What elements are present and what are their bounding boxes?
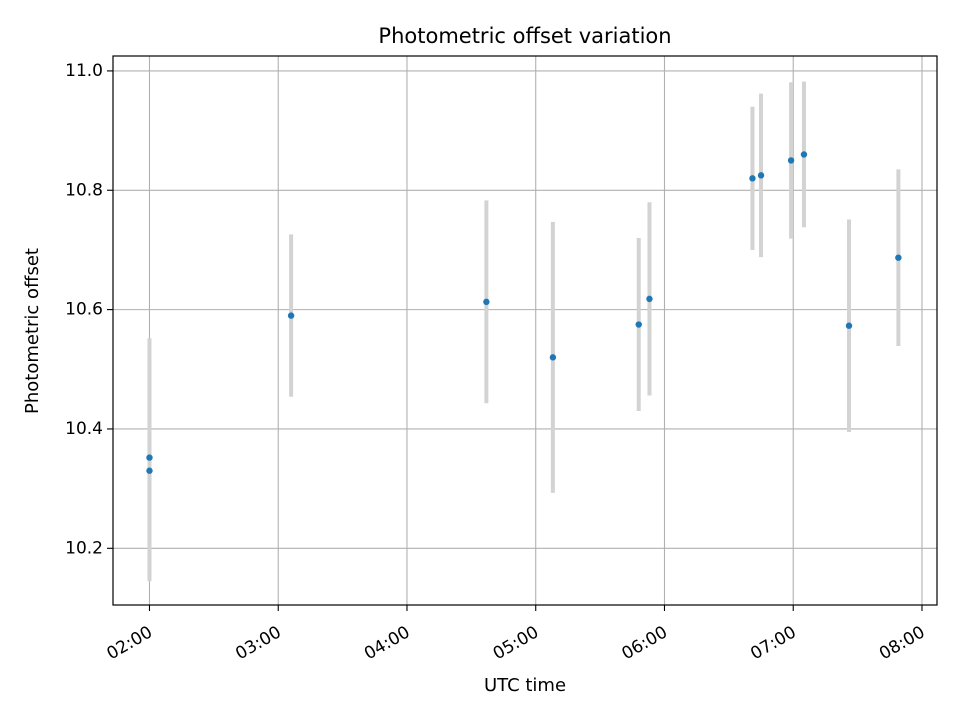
data-point <box>549 354 557 361</box>
data-points <box>146 151 902 474</box>
y-axis-title: Photometric offset <box>22 248 43 414</box>
y-tick-label: 10.8 <box>65 180 103 200</box>
x-tick-label: 08:00 <box>876 622 928 664</box>
plot-frame <box>112 55 938 606</box>
x-tick-label: 06:00 <box>619 622 671 664</box>
data-point <box>757 172 765 179</box>
axis-ticks: 02:00 03:00 04:00 05:00 06:00 07:00 08:00 10.2 1… <box>65 61 928 664</box>
data-point <box>749 175 756 182</box>
y-tick-label: 10.2 <box>65 538 103 558</box>
x-tick-label: 04:00 <box>361 622 413 664</box>
y-tick-label: 10.4 <box>65 419 103 439</box>
x-tick-label: 02:00 <box>104 622 156 664</box>
y-tick-label: 10.6 <box>65 300 103 320</box>
grid <box>113 56 937 605</box>
data-point <box>646 295 653 303</box>
x-tick-label: 07:00 <box>747 622 799 664</box>
data-point <box>787 157 795 164</box>
x-tick-label: 03:00 <box>232 622 284 664</box>
x-tick-label: 05:00 <box>490 622 542 664</box>
data-point <box>895 254 902 261</box>
data-point <box>845 322 853 329</box>
x-axis-title: UTC time <box>484 675 566 696</box>
data-point <box>146 454 153 461</box>
data-point <box>146 467 153 474</box>
error-bars <box>147 81 901 582</box>
y-tick-label: 11.0 <box>65 61 103 81</box>
data-point <box>287 312 295 319</box>
data-point <box>800 151 808 158</box>
data-point <box>635 321 642 328</box>
data-point <box>483 298 490 306</box>
chart-title: Photometric offset variation <box>378 24 671 48</box>
